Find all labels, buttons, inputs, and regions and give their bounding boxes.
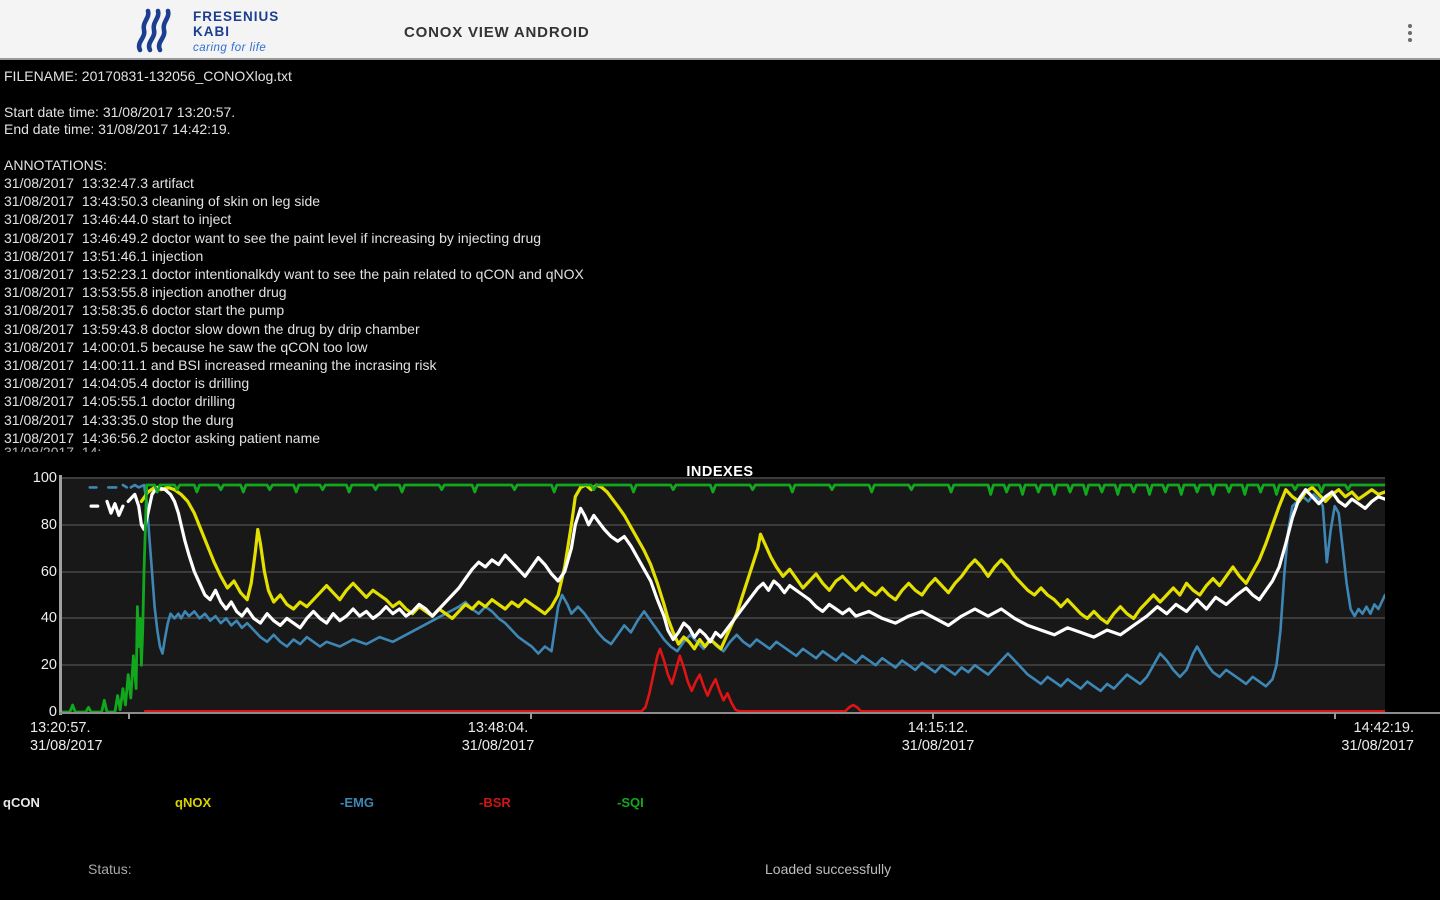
x-tick bbox=[1334, 713, 1336, 719]
legend-item-SQI[interactable]: -SQI bbox=[617, 795, 644, 810]
x-axis-line bbox=[59, 712, 1440, 714]
status-value: Loaded successfully bbox=[765, 861, 892, 877]
y-tick-label: 40 bbox=[40, 610, 57, 627]
annotation-row: 31/08/2017 14:05:55.1 doctor drilling bbox=[4, 393, 236, 410]
legend-item-EMG[interactable]: -EMG bbox=[340, 795, 374, 810]
start-date-label: Start date time: bbox=[4, 104, 99, 120]
logo-name: FRESENIUS KABI bbox=[193, 9, 279, 39]
start-date-value: 31/08/2017 13:20:57. bbox=[102, 104, 236, 120]
annotation-row: 31/08/2017 14:00:01.5 because he saw the… bbox=[4, 338, 368, 355]
chart-plot-area[interactable] bbox=[62, 477, 1385, 713]
annotation-row: 31/08/2017 14:36:56.2 doctor asking pati… bbox=[4, 429, 321, 446]
annotation-row: 31/08/2017 13:32:47.3 artifact bbox=[4, 175, 194, 191]
end-date-line: End date time: 31/08/2017 14:42:19. bbox=[4, 121, 231, 137]
status-label: Status: bbox=[88, 861, 132, 877]
y-tick-label: 60 bbox=[40, 563, 57, 580]
filename-label: FILENAME: bbox=[4, 68, 78, 84]
gridline-20 bbox=[62, 664, 1385, 667]
gridline-80 bbox=[62, 523, 1385, 526]
filename-value: 20170831-132056_CONOXlog.txt bbox=[81, 68, 292, 84]
filename-line: FILENAME: 20170831-132056_CONOXlog.txt bbox=[4, 68, 292, 84]
gridline-100 bbox=[62, 477, 1385, 479]
kebab-menu-icon[interactable] bbox=[1396, 16, 1424, 48]
x-tick bbox=[128, 713, 130, 719]
logo-name-line1: FRESENIUS bbox=[193, 9, 280, 24]
annotation-row: 31/08/2017 13:46:49.2 doctor want to see… bbox=[4, 229, 542, 246]
y-tick-label: 80 bbox=[40, 516, 57, 533]
y-tick-label: 20 bbox=[40, 657, 57, 674]
annotation-row: 31/08/2017 13:51:46.1 injection bbox=[4, 247, 204, 264]
x-axis-label: 14:42:19. 31/08/2017 bbox=[1341, 720, 1414, 754]
chart-series[interactable] bbox=[62, 478, 1385, 712]
legend-item-BSR[interactable]: -BSR bbox=[479, 795, 511, 810]
x-tick bbox=[932, 713, 934, 719]
annotation-row: 31/08/2017 14:33:35.0 stop the durg bbox=[4, 411, 234, 428]
series-line-qCON bbox=[105, 499, 125, 518]
annotation-row: 31/08/2017 13:46:44.0 start to inject bbox=[4, 211, 232, 228]
fresenius-kabi-logo-icon bbox=[136, 8, 171, 53]
series-line-EMG bbox=[129, 483, 1385, 693]
annotation-row: 31/08/2017 13:43:50.3 cleaning of skin o… bbox=[4, 193, 321, 210]
app-bar: FRESENIUS KABI caring for life CONOX VIE… bbox=[0, 0, 1440, 60]
series-line-qNOX bbox=[139, 483, 1385, 651]
series-line-SQI bbox=[62, 483, 1385, 712]
x-axis-label: 13:48:04. 31/08/2017 bbox=[461, 720, 535, 754]
series-line-EMG bbox=[121, 483, 129, 489]
annotation-row: 31/08/2017 13:58:35.6 doctor start the p… bbox=[4, 302, 285, 319]
y-axis-line bbox=[59, 475, 62, 715]
logo-name-line2: KABI bbox=[193, 24, 230, 39]
legend-item-qCON[interactable]: qCON bbox=[3, 795, 40, 810]
app-title: CONOX VIEW ANDROID bbox=[404, 24, 590, 41]
end-date-value: 31/08/2017 14:42:19. bbox=[98, 121, 231, 137]
x-axis-label: 13:20:57. 31/08/2017 bbox=[30, 720, 103, 754]
chart-title: INDEXES bbox=[686, 464, 754, 480]
series-line-BSR bbox=[144, 647, 1385, 712]
annotation-row: 31/08/2017 14:04:05.4 doctor is drilling bbox=[4, 375, 250, 392]
series-line-qCON bbox=[126, 485, 1385, 644]
gridline-60 bbox=[62, 570, 1385, 573]
legend-item-qNOX[interactable]: qNOX bbox=[175, 795, 212, 810]
annotation-row: 31/08/2017 13:59:43.8 doctor slow down t… bbox=[4, 320, 420, 337]
fresenius-kabi-logo: FRESENIUS KABI caring for life bbox=[131, 4, 301, 58]
annotation-row-clipped: 31/08/2017 14: bbox=[4, 444, 102, 452]
start-date-line: Start date time: 31/08/2017 13:20:57. bbox=[4, 104, 235, 120]
y-tick-label: 0 bbox=[48, 704, 57, 720]
x-tick bbox=[530, 713, 532, 719]
y-tick-label: 100 bbox=[32, 470, 57, 486]
annotation-row: 31/08/2017 14:00:11.1 and BSI increased … bbox=[4, 357, 437, 373]
annotation-row: 31/08/2017 13:53:55.8 injection another … bbox=[4, 284, 287, 301]
end-date-label: End date time: bbox=[4, 121, 95, 137]
x-axis-label: 14:15:12. 31/08/2017 bbox=[901, 720, 975, 754]
annotation-row: 31/08/2017 13:52:23.1 doctor intentional… bbox=[4, 266, 584, 282]
logo-tagline: caring for life bbox=[193, 42, 267, 54]
annotations-heading: ANNOTATIONS: bbox=[4, 157, 107, 173]
gridline-40 bbox=[62, 617, 1385, 620]
